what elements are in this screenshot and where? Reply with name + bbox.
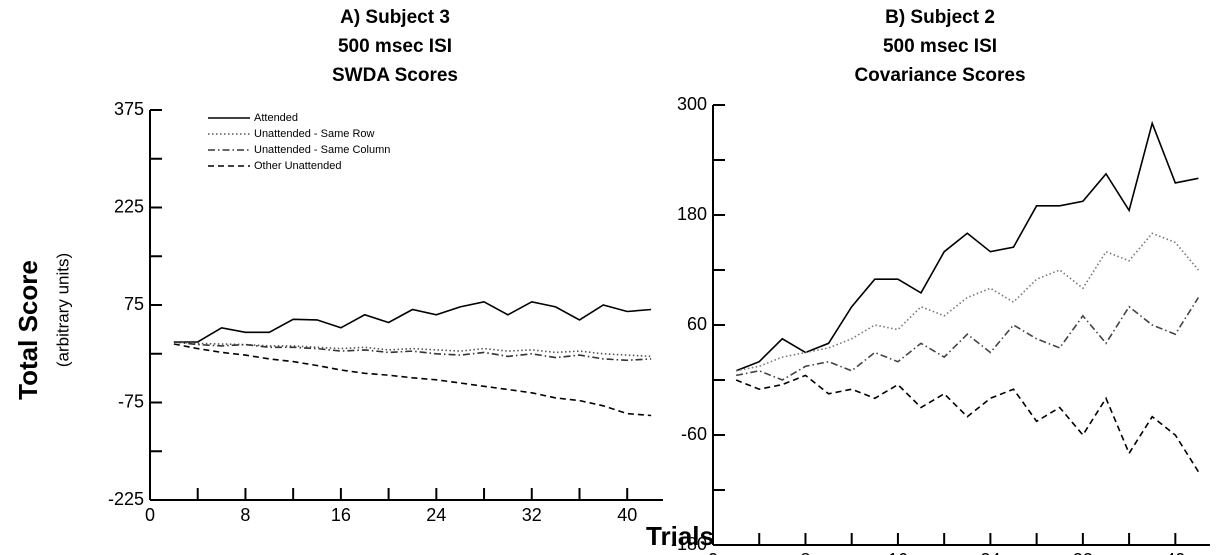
- chart-title: SWDA Scores: [332, 65, 458, 86]
- x-tick-label: 16: [331, 505, 351, 525]
- y-tick-label: -60: [681, 424, 707, 444]
- y-tick-label: -75: [118, 391, 144, 411]
- y-tick-label: -225: [108, 489, 144, 509]
- x-tick-label: 32: [1073, 550, 1093, 555]
- series-line: [173, 300, 652, 343]
- x-tick-label: 8: [800, 550, 810, 555]
- x-tick-label: 40: [1165, 550, 1185, 555]
- y-tick-label: 300: [677, 94, 707, 114]
- chart-title: 500 msec ISI: [883, 36, 997, 57]
- x-tick-label: 16: [888, 550, 908, 555]
- series-line: [173, 341, 652, 362]
- x-tick-label: 0: [145, 505, 155, 525]
- x-tick-label: 40: [617, 505, 637, 525]
- y-tick-label: 225: [114, 196, 144, 216]
- legend-label: Other Unattended: [254, 160, 341, 172]
- x-tick-label: 24: [426, 505, 446, 525]
- series-line: [173, 341, 652, 358]
- y-axis-sublabel: (arbitrary units): [53, 253, 72, 367]
- x-tick-label: 8: [240, 505, 250, 525]
- x-axis-label: Trials: [646, 521, 714, 551]
- series-line: [173, 343, 652, 417]
- legend-label: Unattended - Same Column: [254, 144, 390, 156]
- chart-title: Covariance Scores: [854, 65, 1025, 86]
- y-tick-label: 75: [124, 294, 144, 314]
- x-tick-label: 32: [522, 505, 542, 525]
- y-tick-label: 60: [687, 314, 707, 334]
- x-tick-label: 0: [708, 550, 718, 555]
- series-line: [735, 297, 1200, 381]
- chart-title: 500 msec ISI: [338, 36, 452, 57]
- chart-title: A) Subject 3: [340, 7, 450, 28]
- series-line: [735, 120, 1199, 372]
- legend-label: Attended: [254, 112, 298, 124]
- y-tick-label: 180: [677, 204, 707, 224]
- x-tick-label: 24: [980, 550, 1000, 555]
- y-tick-label: -180: [671, 534, 707, 554]
- y-tick-label: 375: [114, 99, 144, 119]
- series-line: [735, 374, 1200, 473]
- series-line: [735, 232, 1200, 372]
- y-axis-label: Total Score: [13, 260, 43, 400]
- legend-label: Unattended - Same Row: [254, 128, 375, 140]
- chart-title: B) Subject 2: [885, 7, 995, 28]
